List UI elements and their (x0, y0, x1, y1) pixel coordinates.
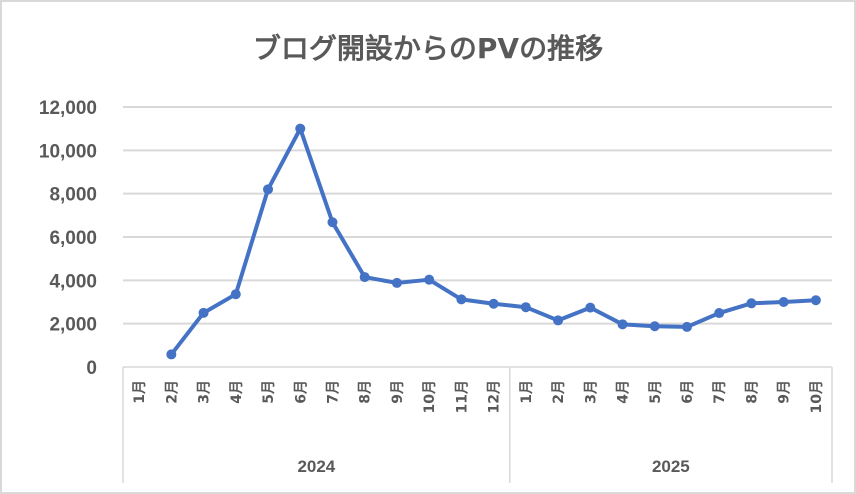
gridlines (123, 106, 832, 325)
y-tick-label: 10,000 (39, 141, 97, 162)
x-tick-label: 7月 (325, 380, 341, 404)
x-tick-label: 5月 (261, 380, 277, 404)
x-tick-label: 9月 (777, 380, 793, 404)
x-tick-label: 3月 (197, 380, 213, 404)
data-point (488, 298, 499, 309)
series-pv (166, 123, 821, 360)
data-point (778, 297, 789, 307)
x-tick-label: 5月 (648, 380, 664, 404)
y-tick-label: 4,000 (49, 271, 97, 292)
y-tick-label: 12,000 (39, 98, 97, 119)
data-point (746, 298, 757, 309)
y-tick-label: 2,000 (49, 315, 97, 336)
chart-title: ブログ開設からのPVの推移 (253, 32, 603, 65)
data-point (810, 295, 821, 306)
x-tick-label: 2月 (551, 380, 567, 404)
data-point (714, 308, 725, 319)
year-group-label: 2024 (297, 457, 335, 476)
x-tick-label: 10月 (422, 380, 438, 413)
data-point (391, 277, 402, 288)
x-tick-label: 7月 (712, 380, 728, 404)
data-point (230, 289, 241, 300)
data-point (553, 315, 564, 326)
data-point (424, 274, 435, 285)
data-point (295, 123, 306, 134)
x-tick-label: 4月 (616, 380, 632, 404)
y-axis: 0 2,000 4,000 6,000 8,000 10,000 12,000 (39, 98, 97, 379)
x-tick-label: 12月 (487, 380, 503, 413)
data-point (456, 294, 467, 305)
x-tick-label: 8月 (744, 380, 760, 404)
series-line (169, 126, 816, 356)
data-point (649, 321, 660, 332)
x-tick-label: 9月 (390, 380, 406, 404)
x-tick-label: 1月 (519, 380, 535, 404)
data-point (198, 307, 209, 318)
data-point (327, 217, 338, 228)
x-tick-label: 10月 (809, 380, 825, 413)
x-tick-label: 4月 (229, 380, 245, 404)
data-point (617, 319, 628, 330)
data-point (359, 272, 370, 283)
data-point (681, 321, 692, 332)
data-point (520, 302, 531, 313)
x-tick-label: 8月 (358, 380, 374, 404)
x-tick-label: 6月 (293, 380, 309, 404)
y-tick-label: 0 (86, 358, 97, 379)
x-tick-label: 11月 (454, 380, 470, 413)
x-tick-label: 1月 (132, 380, 148, 404)
y-tick-label: 6,000 (49, 228, 97, 249)
data-point (263, 184, 274, 195)
x-tick-label: 3月 (583, 380, 599, 404)
year-group-label: 2025 (652, 457, 690, 476)
y-tick-label: 8,000 (49, 185, 97, 206)
x-tick-label: 2月 (164, 380, 180, 404)
data-point (166, 349, 177, 360)
data-point (585, 302, 596, 313)
x-tick-label: 6月 (680, 380, 696, 404)
x-axis: 1月 2月 3月 4月 5月 6月 7月 8月 9月 10月 11月 12月 2024 1月 2月 3月 4月 5… (122, 366, 833, 483)
